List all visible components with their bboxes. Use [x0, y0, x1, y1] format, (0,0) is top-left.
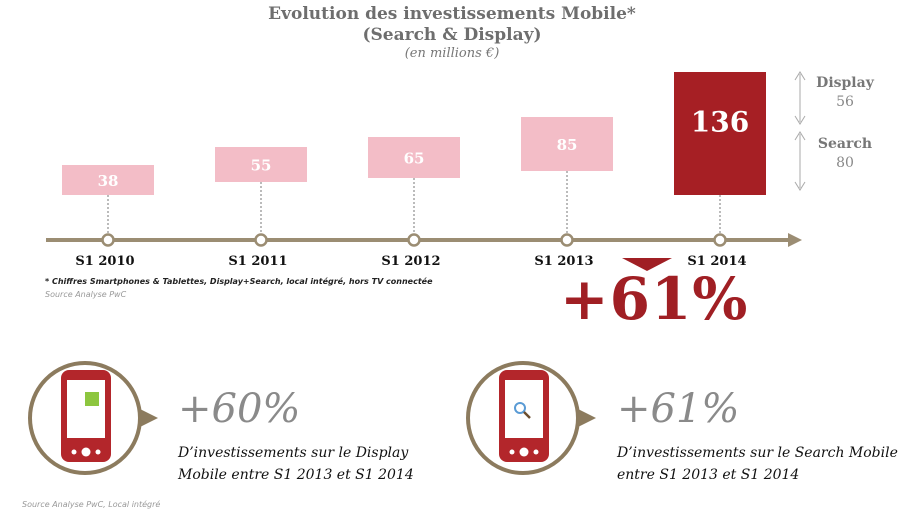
- timeline-node: [101, 233, 115, 247]
- bar-s1-2010: [62, 165, 154, 195]
- display-arrow-up-icon: [794, 71, 806, 81]
- breakdown-name: Display: [816, 75, 875, 91]
- bars-layer: 38 55 65 85 136: [62, 72, 766, 195]
- bar-value-label: 55: [251, 157, 272, 175]
- breakdown-legend: Display 56 Search 80: [794, 71, 875, 191]
- source-top: Source Analyse PwC: [45, 290, 127, 299]
- breakdown-name: Search: [818, 136, 872, 152]
- category-label: S1 2013: [534, 254, 593, 269]
- phone-display-icon: [28, 361, 158, 475]
- bar-value-label: 38: [98, 172, 119, 190]
- axis-arrow-icon: [788, 233, 802, 247]
- kpi-search-desc-line-2: entre S1 2013 et S1 2014: [617, 467, 800, 483]
- chart-title: Evolution des investissements Mobile* (S…: [0, 4, 904, 46]
- kpi-display-desc-line-1: D’investissements sur le Display: [178, 445, 409, 461]
- bar-value-label: 65: [404, 150, 425, 168]
- category-label: S1 2011: [228, 254, 287, 269]
- source-bottom: Source Analyse PwC, Local intégré: [22, 500, 161, 509]
- timeline-node: [560, 233, 574, 247]
- chart-unit: (en millions €): [404, 46, 500, 61]
- bar-value-label: 136: [691, 106, 749, 139]
- bar-s1-2011: [215, 147, 307, 182]
- search-arrow-down-icon: [794, 181, 806, 191]
- growth-arrow-icon: [622, 258, 672, 271]
- bar-value-label: 85: [557, 136, 578, 154]
- kpi-display-desc: D’investissements sur le Display Mobile …: [178, 442, 414, 486]
- bar-s1-2014: [674, 72, 766, 195]
- chart-footnote: * Chiffres Smartphones & Tablettes, Disp…: [45, 277, 433, 286]
- kpi-display-desc-line-2: Mobile entre S1 2013 et S1 2014: [178, 467, 414, 483]
- timeline-node: [407, 233, 421, 247]
- growth-total: +61%: [560, 265, 749, 333]
- kpi-search-desc-line-1: D’investissements sur le Search Mobile: [617, 445, 898, 461]
- timeline-node: [713, 233, 727, 247]
- breakdown-value: 56: [836, 94, 854, 110]
- kpi-display-value: +60%: [178, 386, 301, 432]
- bar-s1-2013: [521, 117, 613, 171]
- bar-s1-2012: [368, 137, 460, 178]
- search-arrow-up-icon: [794, 131, 806, 141]
- timeline-node: [254, 233, 268, 247]
- breakdown-value: 80: [836, 155, 854, 171]
- title-line-2: (Search & Display): [362, 25, 542, 45]
- kpi-search-value: +61%: [617, 386, 740, 432]
- timeline-axis: S1 2010 S1 2011 S1 2012 S1 2013 S1 2014: [46, 171, 802, 269]
- category-label: S1 2012: [381, 254, 440, 269]
- category-label: S1 2010: [75, 254, 134, 269]
- phone-search-icon: [466, 361, 596, 475]
- kpi-search-desc: D’investissements sur le Search Mobile e…: [617, 442, 898, 486]
- category-label: S1 2014: [687, 254, 746, 269]
- display-arrow-down-icon: [794, 115, 806, 125]
- title-line-1: Evolution des investissements Mobile*: [268, 4, 636, 24]
